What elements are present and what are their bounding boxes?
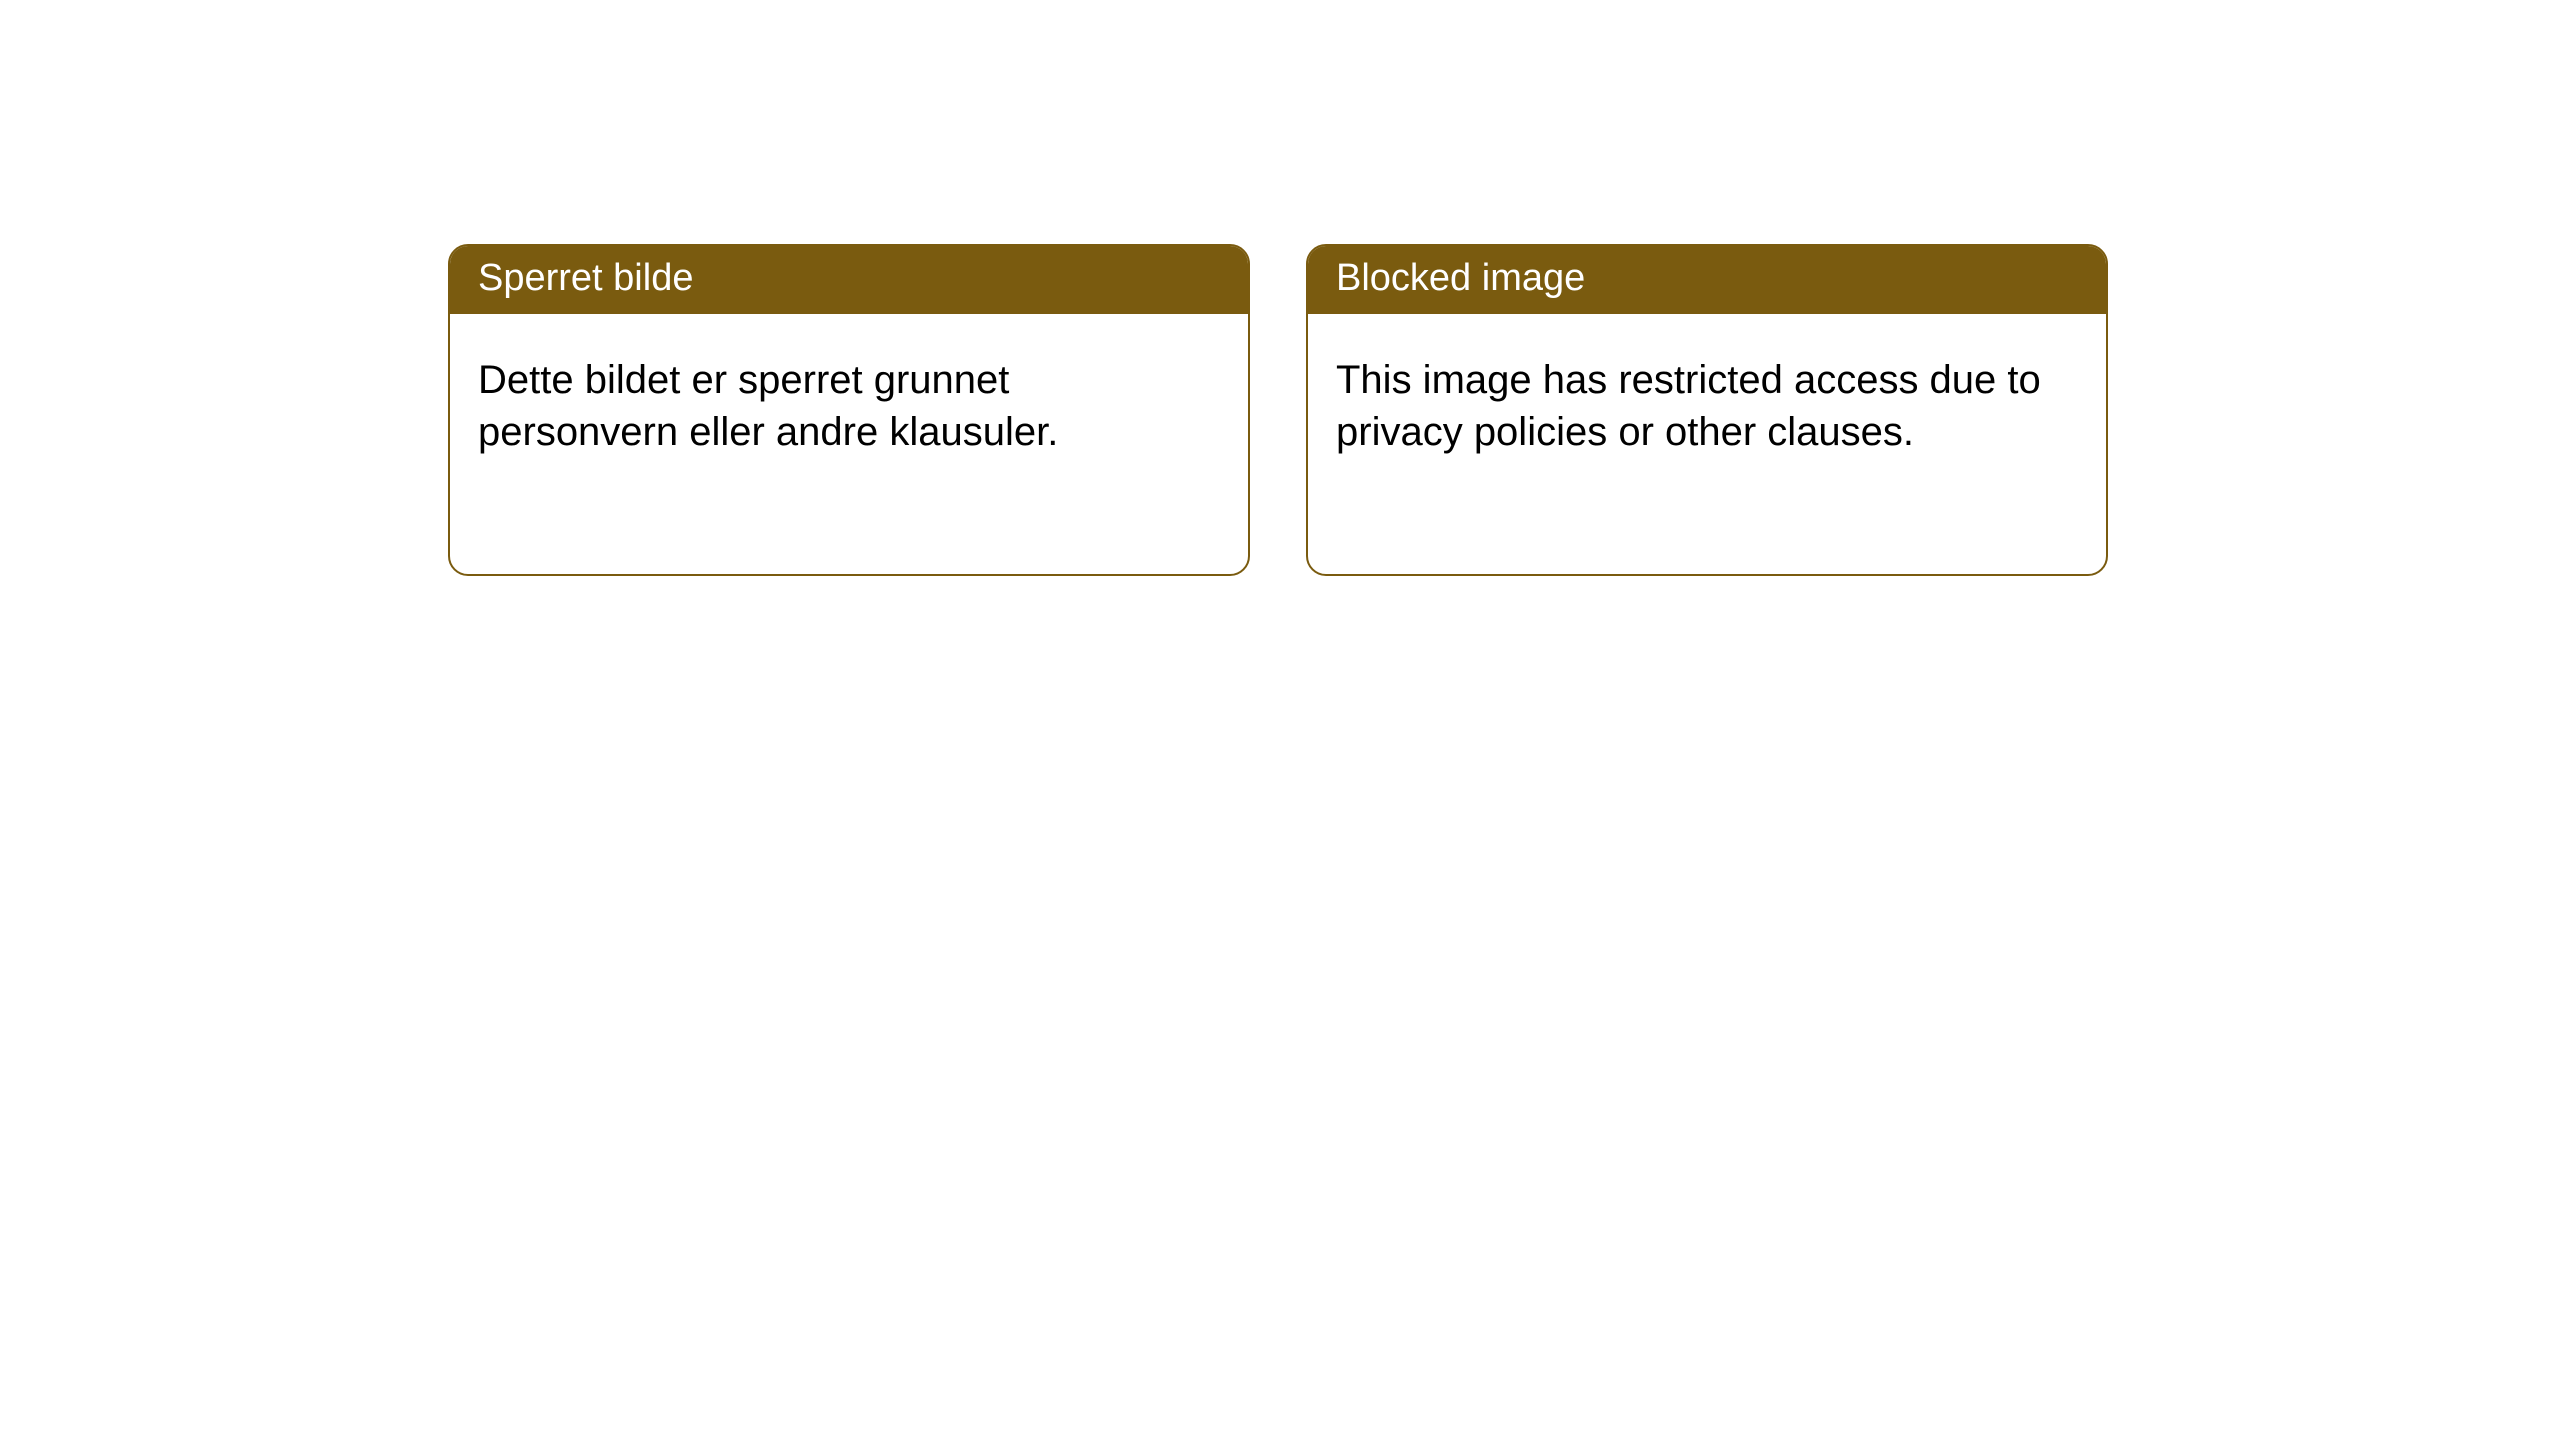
card-title: Blocked image [1308, 246, 2106, 314]
card-body-text: Dette bildet er sperret grunnet personve… [450, 314, 1248, 574]
notice-container: Sperret bilde Dette bildet er sperret gr… [0, 0, 2560, 576]
blocked-image-card-en: Blocked image This image has restricted … [1306, 244, 2108, 576]
card-body-text: This image has restricted access due to … [1308, 314, 2106, 574]
card-title: Sperret bilde [450, 246, 1248, 314]
blocked-image-card-no: Sperret bilde Dette bildet er sperret gr… [448, 244, 1250, 576]
